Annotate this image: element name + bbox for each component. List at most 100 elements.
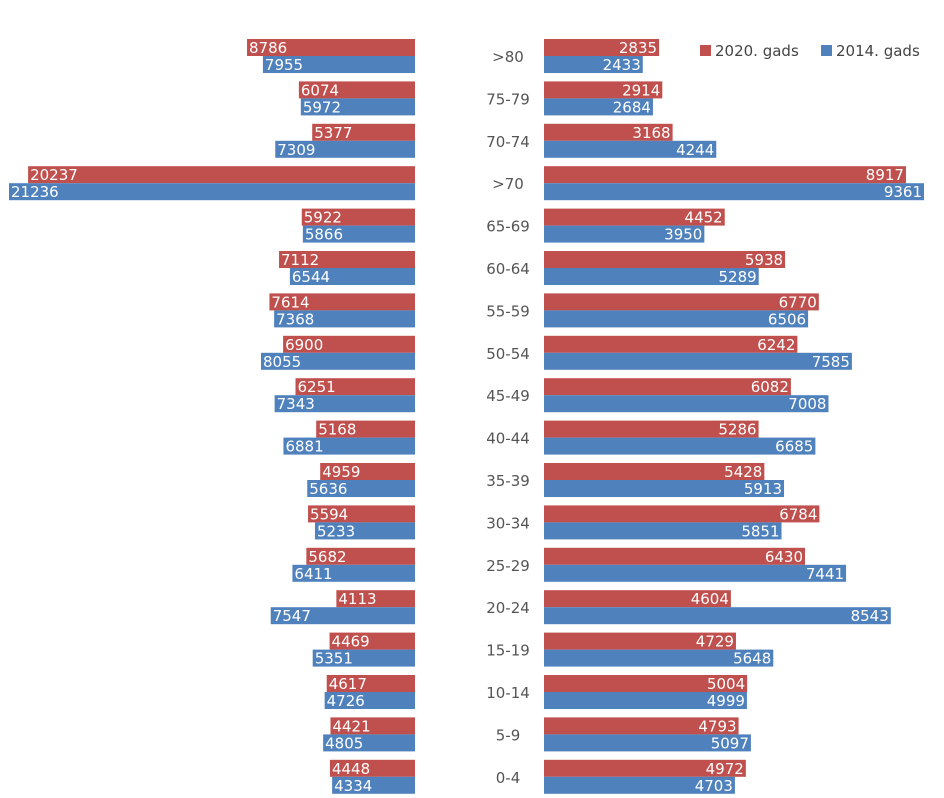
data-label-right-2014-16: 5097 [711,734,749,752]
data-label-right-2020-13: 4604 [691,590,729,608]
category-label-1: 75-79 [486,90,530,108]
category-label-11: 30-34 [486,514,530,532]
data-label-right-2020-15: 5004 [707,675,745,693]
bar-right-2014-8 [544,395,829,413]
bar-left-2020-15 [326,675,415,692]
bar-right-2014-3 [544,183,924,201]
legend-swatch-0 [700,45,711,56]
bar-left-2020-16 [330,717,415,735]
bar-right-2014-0 [544,56,643,73]
data-label-left-2014-11: 5233 [317,522,355,540]
bar-right-2014-7 [544,352,852,370]
data-label-right-2014-12: 7441 [806,565,844,583]
category-label-8: 45-49 [486,387,530,405]
bar-left-2020-3 [28,166,415,184]
bar-left-2020-5 [279,251,415,268]
bar-right-2020-1 [544,81,663,99]
data-label-right-2014-3: 9361 [884,183,922,201]
data-label-left-2020-17: 4448 [332,760,370,778]
bar-right-2014-12 [544,564,847,582]
bar-left-2020-1 [298,81,415,99]
data-label-left-2014-16: 4805 [325,734,363,752]
bar-right-2020-6 [544,293,819,311]
category-labels: >80 75-79 70-74 >70 65-69 60-64 55-59 50-54 45-4… [486,48,530,787]
legend-label-0: 2020. gads [715,42,799,60]
data-label-right-2014-2: 4244 [676,141,714,159]
data-label-right-2020-7: 6242 [757,336,795,354]
category-label-3: >70 [492,175,524,193]
bar-left-2020-13 [336,590,415,608]
data-label-right-2020-16: 4793 [698,717,736,735]
bar-right-2014-5 [544,268,759,285]
bar-right-2014-13 [544,607,891,625]
data-label-left-2020-8: 6251 [297,378,335,396]
bar-left-2014-7 [261,352,415,370]
bar-right-2014-2 [544,140,717,158]
bar-left-2020-6 [269,293,415,311]
data-label-right-2014-0: 2433 [603,56,641,74]
bar-right-2020-16 [544,717,739,735]
bar-right-2014-11 [544,522,782,540]
data-label-right-2014-9: 6685 [775,438,813,456]
legend: 2020. gads 2014. gads [700,42,920,60]
data-label-right-2014-5: 5289 [719,268,757,286]
bar-right-2014-9 [544,437,816,455]
legend-label-1: 2014. gads [836,42,920,60]
category-label-7: 50-54 [486,345,530,363]
data-label-left-2020-0: 8786 [249,39,287,57]
data-label-left-2020-4: 5922 [304,209,342,227]
bar-right-2014-6 [544,310,809,328]
bar-left-2020-4 [301,208,415,226]
data-label-left-2020-16: 4421 [332,717,370,735]
data-label-right-2020-17: 4972 [706,760,744,778]
bar-left-2020-0 [247,39,415,56]
data-label-right-2014-7: 7585 [812,353,850,371]
bar-left-2014-13 [270,607,415,625]
data-label-left-2020-7: 6900 [285,336,323,354]
category-label-4: 65-69 [486,218,530,236]
data-label-left-2020-12: 5682 [308,548,346,566]
bar-right-2014-14 [544,649,774,667]
data-label-right-2020-9: 5286 [718,421,756,439]
bar-left-2020-11 [308,505,415,523]
bar-right-2014-17 [544,776,735,794]
bar-left-2014-6 [274,310,415,328]
category-label-17: 0-4 [496,769,521,787]
data-label-right-2020-2: 3168 [632,124,670,142]
data-label-left-2020-11: 5594 [310,505,348,523]
bar-left-2014-2 [275,140,415,158]
bar-right-2020-0 [544,39,660,56]
bar-left-2014-15 [324,692,415,709]
data-label-left-2014-3: 21236 [11,183,59,201]
data-label-left-2014-0: 7955 [265,56,303,74]
data-label-right-2020-11: 6784 [779,505,817,523]
bar-left-2014-8 [274,395,415,413]
category-label-14: 15-19 [486,642,530,660]
bar-right-2020-14 [544,632,736,650]
bar-right-2014-16 [544,734,751,752]
data-label-left-2020-1: 6074 [301,81,339,99]
data-label-right-2014-14: 5648 [733,650,771,668]
bar-right-2020-13 [544,590,731,608]
data-label-left-2020-3: 20237 [30,166,78,184]
bar-right-2020-3 [544,166,906,184]
legend-swatch-1 [821,45,832,56]
bar-left-2014-4 [302,225,415,243]
category-label-5: 60-64 [486,260,530,278]
category-label-13: 20-24 [486,599,530,617]
category-label-16: 5-9 [496,726,521,744]
data-label-left-2014-4: 5866 [305,226,343,244]
data-label-right-2020-10: 5428 [724,463,762,481]
bar-left-2014-14 [312,649,415,667]
data-label-right-2020-3: 8917 [866,166,904,184]
data-label-right-2014-17: 4703 [695,777,733,795]
bar-left-2020-2 [312,123,415,141]
bar-right-2020-7 [544,335,798,353]
bar-right-2020-12 [544,547,806,565]
data-label-left-2014-14: 5351 [315,650,353,668]
bar-right-2020-9 [544,420,759,438]
data-label-right-2014-1: 2684 [613,98,651,116]
category-label-0: >80 [492,48,524,66]
